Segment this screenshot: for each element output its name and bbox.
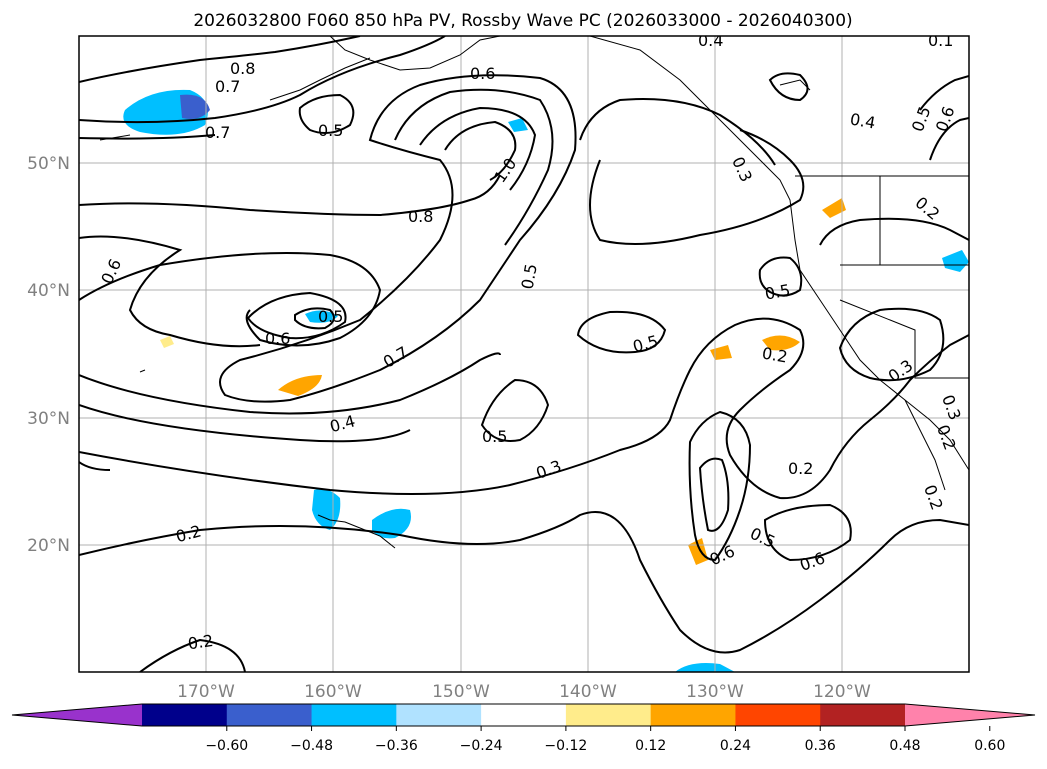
colorbar-segment — [311, 704, 397, 726]
colorbar-segment — [650, 704, 736, 726]
latitude-labels: 50°N 40°N 30°N 20°N — [27, 154, 70, 556]
colorbar-segment — [226, 704, 313, 726]
colorbar-extend-min — [12, 704, 142, 726]
colorbar-outline — [11, 703, 1036, 727]
lat-label: 50°N — [27, 154, 70, 174]
coastlines — [99, 36, 969, 549]
colorbar-segment — [735, 704, 821, 726]
lon-label: 120°W — [813, 682, 871, 702]
colorbar-segment — [142, 704, 228, 726]
lon-label: 160°W — [304, 682, 362, 702]
longitude-labels: 170°W 160°W 150°W 140°W 130°W 120°W — [177, 682, 871, 702]
pv-contours — [79, 36, 969, 672]
colorbar-tick-label: −0.24 — [460, 738, 503, 754]
contour-label: 0.7 — [205, 123, 230, 142]
colorbar-tick-label: 0.12 — [635, 738, 666, 754]
figure-title: 2026032800 F060 850 hPa PV, Rossby Wave … — [193, 11, 852, 31]
contour-label: 0.4 — [849, 109, 877, 132]
lat-label: 30°N — [27, 409, 70, 429]
contour-label: 0.4 — [698, 31, 723, 50]
contour-label: 0.6 — [470, 64, 495, 83]
lon-label: 150°W — [432, 682, 490, 702]
colorbar-tick-label: −0.12 — [544, 738, 587, 754]
lon-label: 140°W — [559, 682, 617, 702]
map-frame — [78, 35, 970, 673]
contour-label: 0.2 — [187, 631, 215, 653]
contour-label: 0.5 — [518, 262, 541, 290]
lon-label: 130°W — [686, 682, 744, 702]
contour-label: 0.2 — [761, 343, 789, 366]
colorbar-segment — [820, 704, 906, 726]
contour-label: 0.5 — [482, 427, 507, 446]
colorbar-tick-label: −0.36 — [375, 738, 418, 754]
contour-label: 0.2 — [788, 459, 813, 478]
contour-label: 0.6 — [265, 329, 290, 348]
colorbar-tick-label: 0.48 — [889, 738, 920, 754]
colorbar-segment — [396, 704, 482, 726]
contour-label: 0.5 — [318, 121, 343, 140]
contour-label: 0.1 — [928, 31, 953, 50]
lat-label: 40°N — [27, 281, 70, 301]
colorbar-tick-label: −0.60 — [205, 738, 248, 754]
colorbar-extend-max — [905, 704, 1035, 726]
colorbar: −0.60 −0.48 −0.36 −0.24 −0.12 0.12 0.24 0.36 0.4… — [11, 703, 1036, 754]
lon-label: 170°W — [177, 682, 235, 702]
lat-label: 20°N — [27, 536, 70, 556]
contour-label: 0.5 — [318, 307, 343, 326]
colorbar-segment — [565, 704, 652, 726]
contour-label: 0.8 — [230, 59, 255, 78]
contour-label: 0.8 — [408, 207, 433, 226]
contour-label: 0.7 — [215, 77, 240, 96]
colorbar-tick-label: −0.48 — [290, 738, 333, 754]
colorbar-tick-label: 0.60 — [974, 738, 1005, 754]
colorbar-segment — [481, 704, 567, 726]
colorbar-tick-label: 0.36 — [805, 738, 836, 754]
map-area: 0.8 0.7 0.7 0.5 0.6 0.4 0.1 1.0 0.8 0.6 … — [79, 31, 969, 672]
colorbar-tick-label: 0.24 — [720, 738, 751, 754]
contour-label: 0.5 — [763, 280, 791, 303]
